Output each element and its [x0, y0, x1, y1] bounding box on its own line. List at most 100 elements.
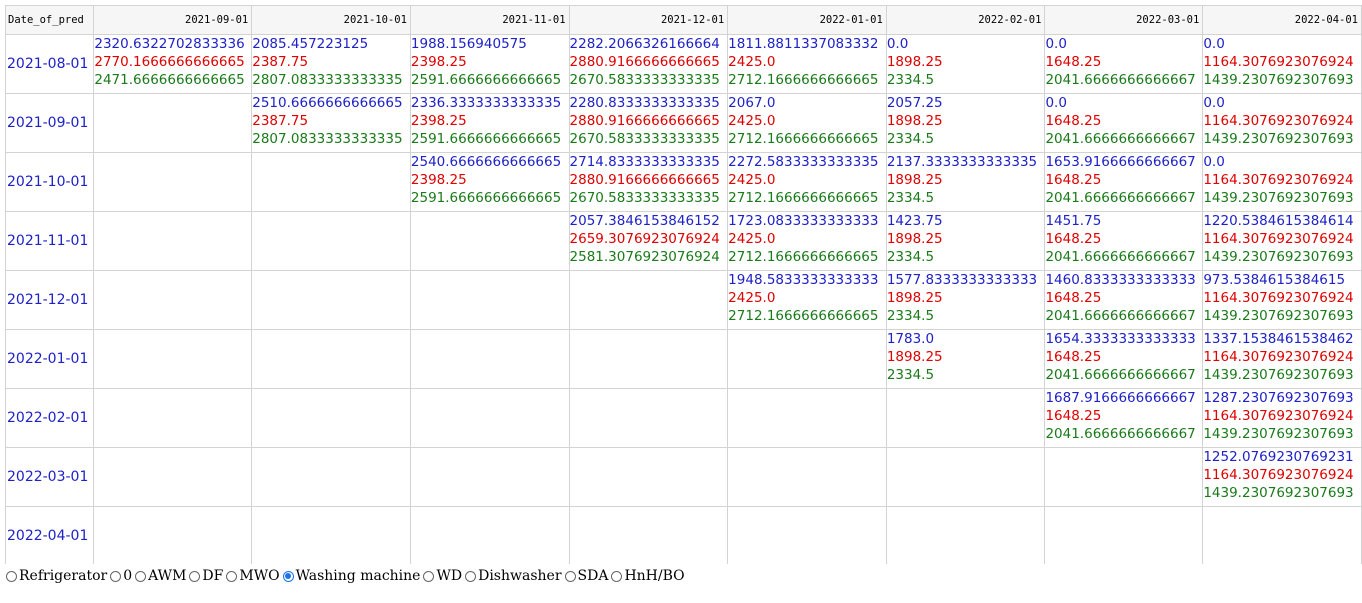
table-cell: [409, 270, 570, 330]
cell-value-3: 2334.5: [886, 131, 935, 147]
radio-option[interactable]: AWM: [135, 568, 186, 584]
cell-value-1: 2280.8333333333335: [569, 95, 720, 111]
table-cell: [727, 329, 887, 389]
radio-label: AWM: [148, 568, 187, 584]
table-cell: [93, 388, 253, 448]
cell-value-3: 1439.2307692307693: [1203, 72, 1354, 88]
cell-value-2: 2425.0: [728, 113, 776, 129]
radio-button-icon[interactable]: [465, 570, 477, 582]
radio-option[interactable]: WD: [423, 568, 462, 584]
radio-button-icon[interactable]: [423, 570, 435, 582]
radio-option[interactable]: DF: [189, 568, 223, 584]
table-cell: 1337.1538461538462 1164.3076923076924 1439…: [1202, 329, 1362, 389]
cell-value-3: 2591.6666666666665: [410, 72, 562, 88]
radio-button-icon[interactable]: [564, 570, 576, 582]
cell-value-2: 1648.25: [1045, 231, 1102, 247]
column-header: 2021-10-01: [251, 5, 411, 35]
cell-value-3: 2591.6666666666665: [410, 131, 562, 147]
cell-value-3: 2581.3076923076924: [569, 249, 720, 265]
radio-button-icon[interactable]: [226, 570, 238, 582]
category-radio-group: Refrigerator 0 AWM DF MWO Washing machine WD Di…: [6, 566, 688, 586]
cell-value-1: 1783.0: [886, 331, 935, 347]
radio-option[interactable]: 0: [110, 568, 132, 584]
cell-value-1: 2085.457223125: [252, 36, 369, 52]
table-row: 2022-02-01 1687.9166666666667 1648.25 2041.…: [5, 388, 1362, 448]
cell-value-3: 2670.5833333333335: [569, 72, 720, 88]
table-cell: 2714.8333333333335 2880.9166666666665 2670…: [568, 152, 729, 212]
table-cell: [251, 447, 411, 507]
radio-option[interactable]: HnH/BO: [611, 568, 685, 584]
cell-value-2: 2770.1666666666665: [94, 54, 245, 70]
radio-button-icon[interactable]: [189, 570, 201, 582]
row-label: 2021-11-01: [5, 211, 95, 271]
radio-option[interactable]: Dishwasher: [465, 568, 562, 584]
radio-label: DF: [202, 568, 224, 584]
table-cell: [93, 329, 253, 389]
cell-value-3: 1439.2307692307693: [1203, 485, 1354, 501]
radio-button-icon[interactable]: [611, 570, 623, 582]
cell-value-3: 2041.6666666666667: [1045, 72, 1196, 88]
cell-value-1: 2282.2066326166664: [569, 36, 720, 52]
radio-button-icon[interactable]: [135, 570, 147, 582]
radio-button-icon[interactable]: [282, 570, 294, 582]
cell-value-1: 2137.3333333333335: [886, 154, 1038, 170]
cell-value-3: 2591.6666666666665: [410, 190, 562, 206]
row-label: 2021-12-01: [5, 270, 95, 330]
cell-value-1: 1577.8333333333333: [886, 272, 1038, 288]
radio-option[interactable]: MWO: [226, 568, 280, 584]
table-cell: [727, 506, 887, 564]
table-header-row: Date_of_pred 2021-09-01 2021-10-01 2021-11…: [5, 5, 1362, 35]
table-cell: [93, 506, 253, 564]
cell-value-2: 1898.25: [886, 349, 943, 365]
cell-value-3: 2041.6666666666667: [1045, 426, 1196, 442]
radio-button-icon[interactable]: [110, 570, 122, 582]
table-cell: 1577.8333333333333 1898.25 2334.5: [885, 270, 1046, 330]
cell-value-2: 2425.0: [728, 54, 776, 70]
radio-label: MWO: [239, 568, 280, 584]
table-cell: [409, 447, 570, 507]
cell-value-2: 1898.25: [886, 290, 943, 306]
table-cell: [409, 329, 570, 389]
table-cell: 1653.9166666666667 1648.25 2041.6666666666…: [1044, 152, 1204, 212]
cell-value-2: 2387.75: [252, 113, 309, 129]
cell-value-1: 2272.5833333333335: [728, 154, 879, 170]
radio-label: Washing machine: [295, 568, 421, 584]
column-header: 2022-02-01: [885, 5, 1046, 35]
table-cell: [1044, 506, 1204, 564]
radio-option[interactable]: Refrigerator: [6, 568, 107, 584]
table-cell: 2320.6322702833336 2770.1666666666665 2471…: [93, 34, 253, 94]
radio-button-icon[interactable]: [6, 570, 17, 582]
cell-value-3: 2041.6666666666667: [1045, 131, 1196, 147]
table-cell: 973.5384615384615 1164.3076923076924 1439.…: [1202, 270, 1362, 330]
cell-value-2: 1164.3076923076924: [1203, 408, 1354, 424]
cell-value-3: 2471.6666666666665: [94, 72, 245, 88]
table-cell: [568, 388, 729, 448]
table-cell: [93, 211, 253, 271]
cell-value-1: 0.0: [886, 36, 909, 52]
table-cell: [568, 270, 729, 330]
table-row: 2022-01-01 1783.0 1898.25 2334.5 1654.333333…: [5, 329, 1362, 389]
cell-value-1: 2320.6322702833336: [94, 36, 245, 52]
row-label: 2021-09-01: [5, 93, 95, 153]
cell-value-1: 1811.8811337083332: [728, 36, 879, 52]
cell-value-2: 1164.3076923076924: [1203, 467, 1354, 483]
cell-value-3: 2712.1666666666665: [728, 131, 879, 147]
row-header-label: Date_of_pred: [5, 5, 95, 35]
cell-value-3: 2807.0833333333335: [252, 72, 403, 88]
cell-value-3: 2670.5833333333335: [569, 190, 720, 206]
cell-value-1: 1654.3333333333333: [1045, 331, 1196, 347]
column-header: 2022-03-01: [1044, 5, 1204, 35]
radio-option[interactable]: Washing machine: [282, 568, 421, 584]
cell-value-2: 1164.3076923076924: [1203, 290, 1354, 306]
cell-value-1: 1451.75: [1045, 213, 1102, 229]
table-cell: [568, 329, 729, 389]
cell-value-1: 1287.2307692307693: [1203, 390, 1354, 406]
table-cell: [409, 211, 570, 271]
cell-value-2: 1164.3076923076924: [1203, 231, 1354, 247]
table-cell: 0.0 1648.25 2041.6666666666667: [1044, 34, 1204, 94]
cell-value-1: 2067.0: [728, 95, 776, 111]
cell-value-2: 1898.25: [886, 172, 943, 188]
radio-option[interactable]: SDA: [564, 568, 608, 584]
cell-value-2: 1648.25: [1045, 349, 1102, 365]
cell-value-1: 1337.1538461538462: [1203, 331, 1354, 347]
